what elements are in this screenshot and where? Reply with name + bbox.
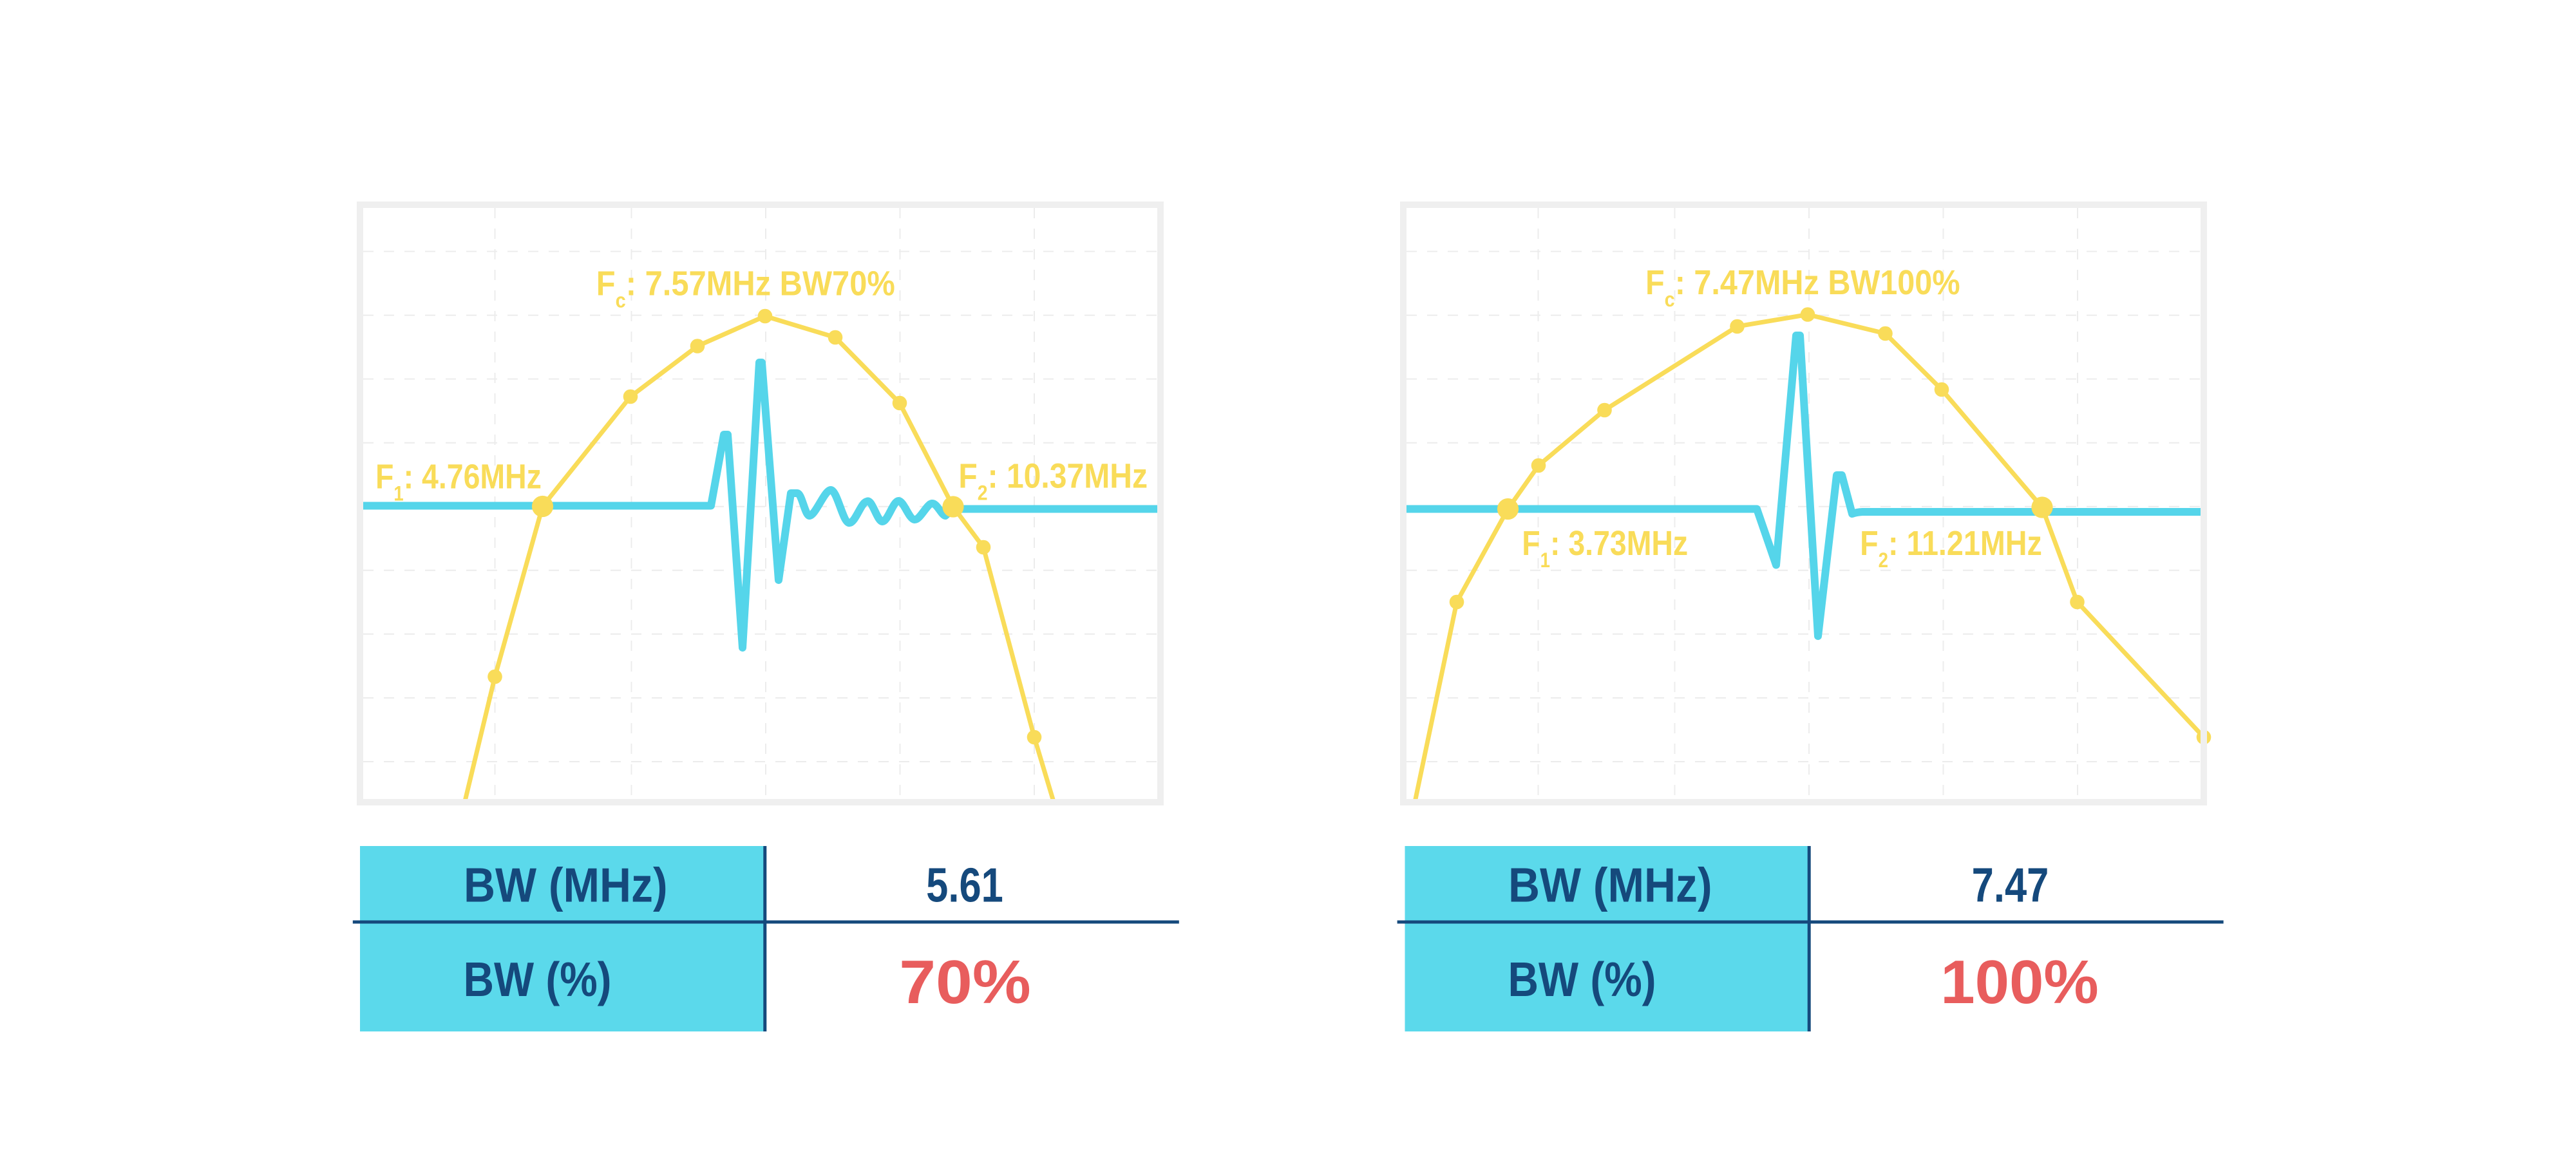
- svg-text:7.47: 7.47: [1972, 858, 2049, 912]
- svg-text:BW (%): BW (%): [464, 952, 612, 1006]
- svg-text:BW (MHz): BW (MHz): [1508, 858, 1712, 912]
- svg-text:100%: 100%: [1940, 948, 2099, 1017]
- svg-text:5.61: 5.61: [926, 858, 1003, 912]
- svg-text:BW (%): BW (%): [1508, 952, 1656, 1006]
- svg-text:70%: 70%: [899, 948, 1031, 1017]
- svg-text:BW (MHz): BW (MHz): [464, 858, 668, 912]
